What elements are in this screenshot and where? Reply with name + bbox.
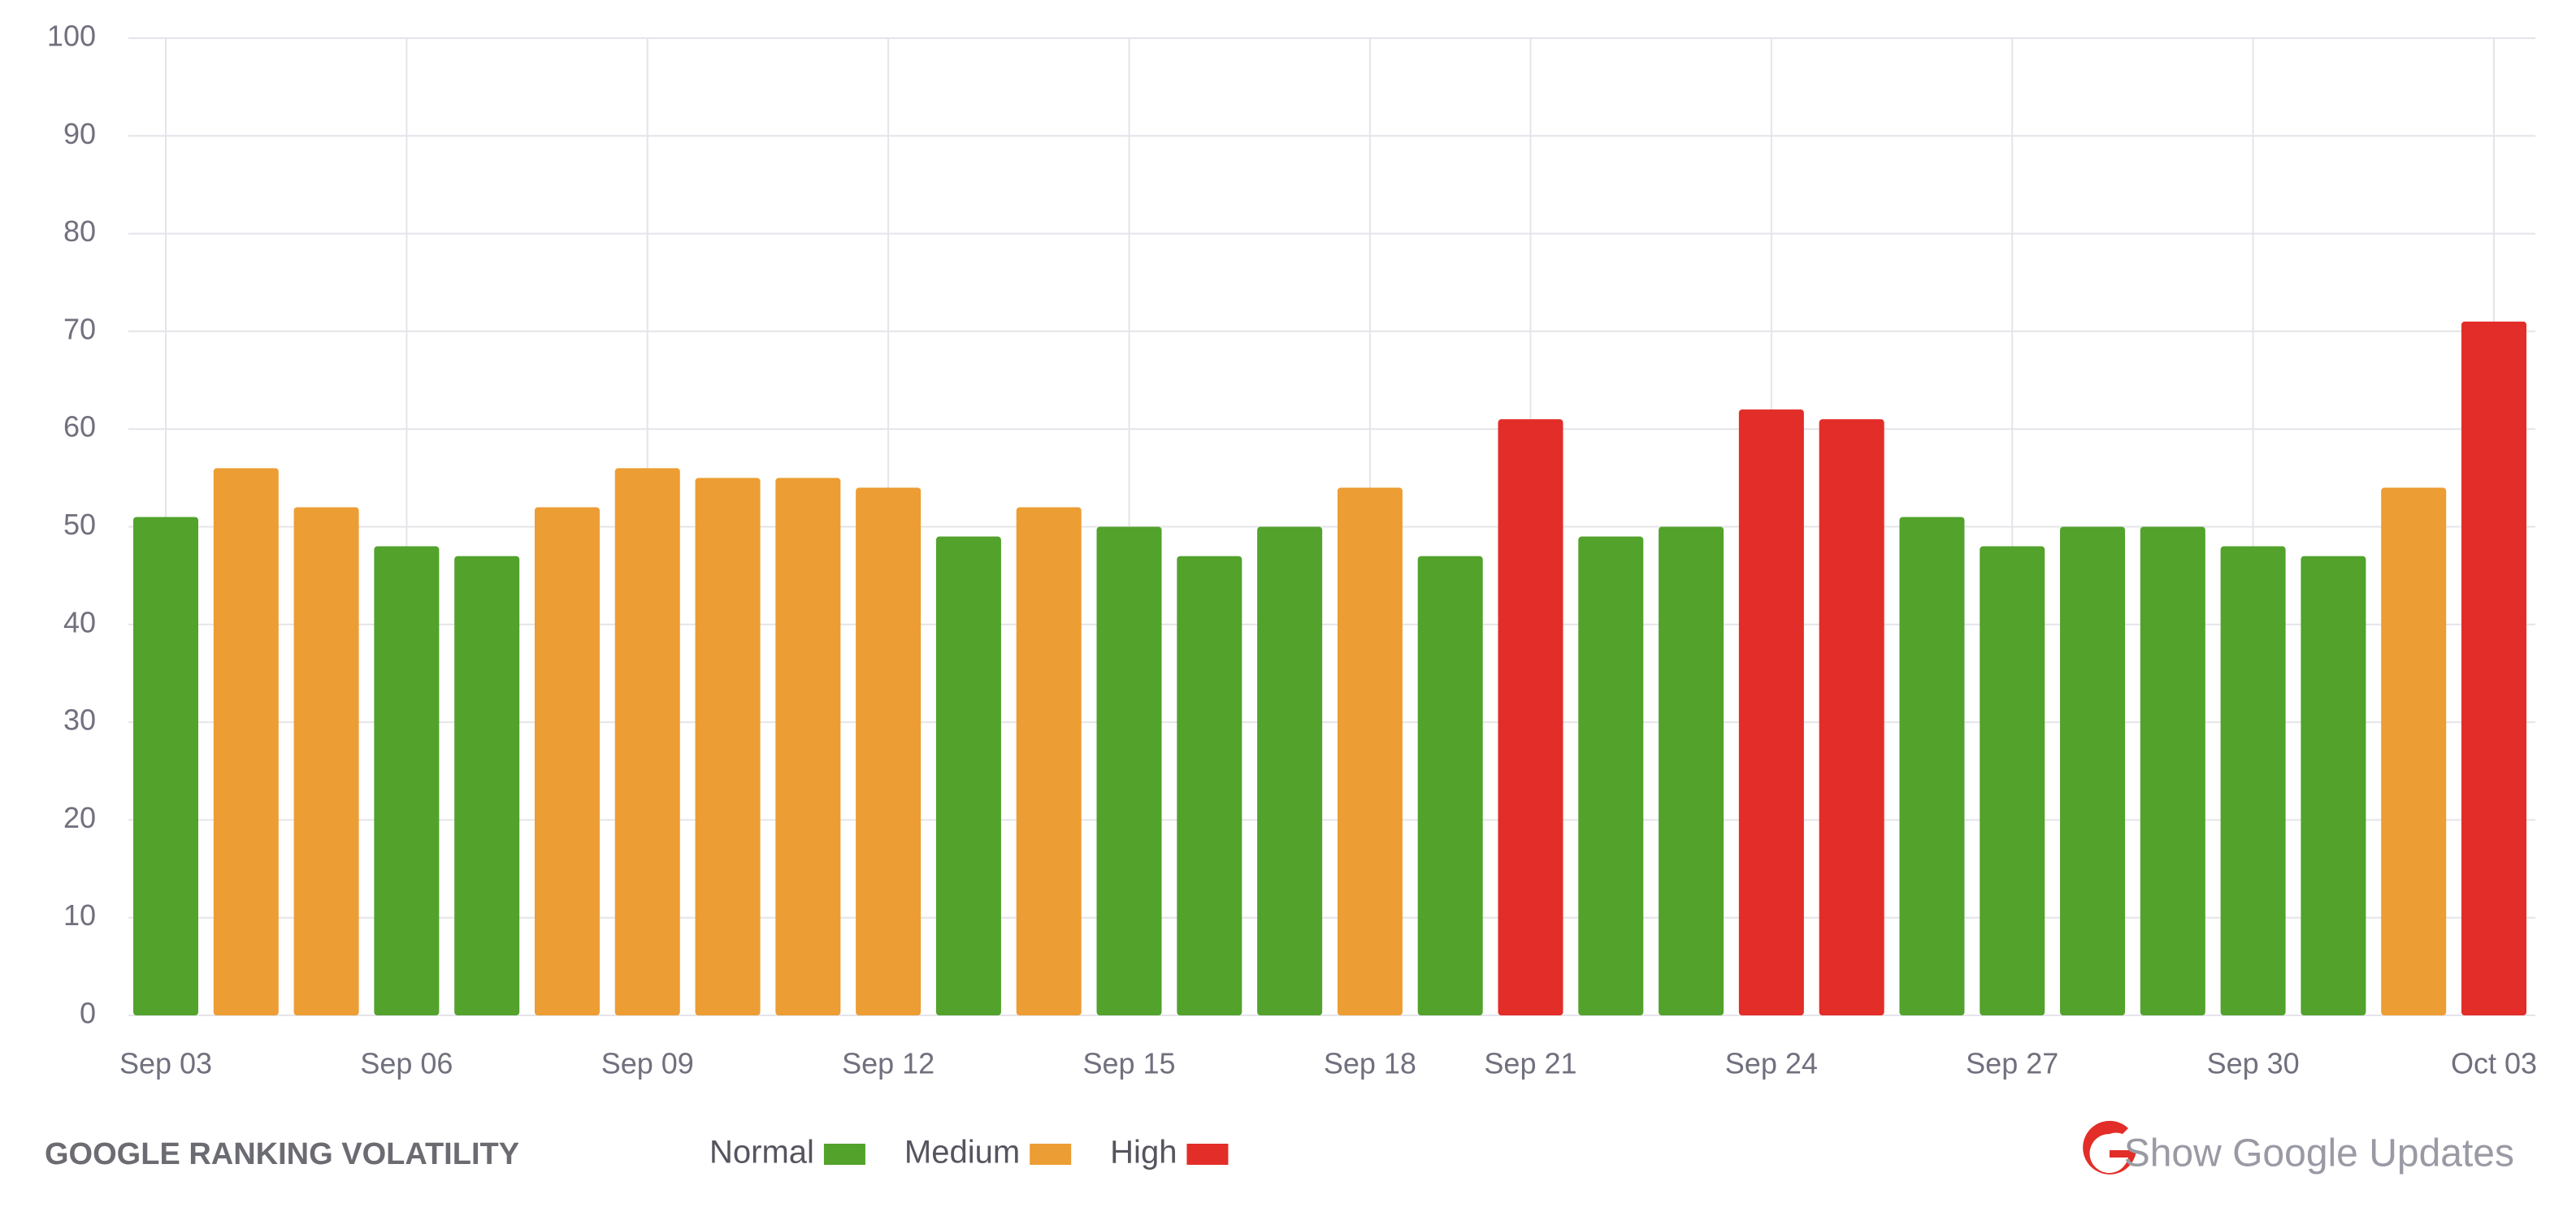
y-tick-label: 70 <box>63 312 96 345</box>
bar <box>1498 419 1563 1015</box>
x-tick-label: Sep 12 <box>842 1047 935 1080</box>
bar <box>1899 517 1965 1015</box>
bar <box>2060 526 2126 1015</box>
google-icon <box>2083 1120 2136 1175</box>
y-tick-label: 10 <box>63 898 96 932</box>
bar <box>1738 409 1804 1015</box>
google-updates-link[interactable]: Show Google Updates <box>2083 1120 2514 1175</box>
bar <box>1819 419 1884 1015</box>
y-tick-label: 80 <box>63 214 96 248</box>
y-tick-label: 60 <box>63 410 96 444</box>
bar <box>213 468 279 1015</box>
y-tick-label: 0 <box>80 997 96 1030</box>
y-tick-label: 50 <box>63 508 96 541</box>
bar <box>2140 526 2205 1015</box>
bar <box>1659 526 1724 1015</box>
x-tick-label: Sep 06 <box>360 1047 453 1080</box>
legend-label: Normal <box>709 1135 814 1171</box>
bar <box>614 468 680 1015</box>
bar <box>2301 556 2366 1015</box>
bar <box>374 546 440 1015</box>
bar <box>775 478 841 1015</box>
x-tick-label: Sep 27 <box>1966 1047 2058 1080</box>
x-tick-label: Sep 24 <box>1725 1047 1818 1080</box>
x-tick-label: Sep 09 <box>601 1047 694 1080</box>
y-tick-label: 40 <box>63 605 96 638</box>
legend-label: High <box>1110 1135 1177 1171</box>
legend-swatch <box>1186 1144 1229 1165</box>
bar <box>1257 526 1323 1015</box>
x-tick-label: Sep 03 <box>119 1047 212 1080</box>
y-tick-label: 90 <box>63 117 96 150</box>
bar <box>1337 487 1403 1015</box>
x-tick-label: Sep 18 <box>1324 1047 1416 1080</box>
legend-swatch <box>1030 1144 1072 1165</box>
bar <box>454 556 520 1015</box>
bar <box>2381 487 2447 1015</box>
bar <box>534 507 600 1015</box>
bar <box>133 517 198 1015</box>
bar <box>1417 556 1483 1015</box>
bar <box>1016 507 1082 1015</box>
bar <box>856 487 922 1015</box>
link-text[interactable]: Show Google Updates <box>2124 1132 2514 1175</box>
bar <box>293 507 359 1015</box>
bar <box>935 536 1001 1015</box>
bar <box>1578 536 1644 1015</box>
y-tick-label: 30 <box>63 703 96 737</box>
bar <box>1177 556 1242 1015</box>
bar <box>2461 321 2526 1015</box>
y-tick-label: 100 <box>47 19 96 53</box>
x-tick-label: Sep 30 <box>2207 1047 2300 1080</box>
x-tick-label: Sep 21 <box>1484 1047 1576 1080</box>
bar <box>1096 526 1162 1015</box>
bar <box>1980 546 2045 1015</box>
legend-swatch <box>823 1144 865 1165</box>
bar <box>695 478 761 1015</box>
bar <box>2220 546 2286 1015</box>
x-tick-label: Oct 03 <box>2451 1047 2537 1080</box>
y-tick-label: 20 <box>63 801 96 834</box>
legend-label: Medium <box>904 1135 1020 1171</box>
x-tick-label: Sep 15 <box>1082 1047 1175 1080</box>
chart-title: GOOGLE RANKING VOLATILITY <box>45 1137 519 1171</box>
